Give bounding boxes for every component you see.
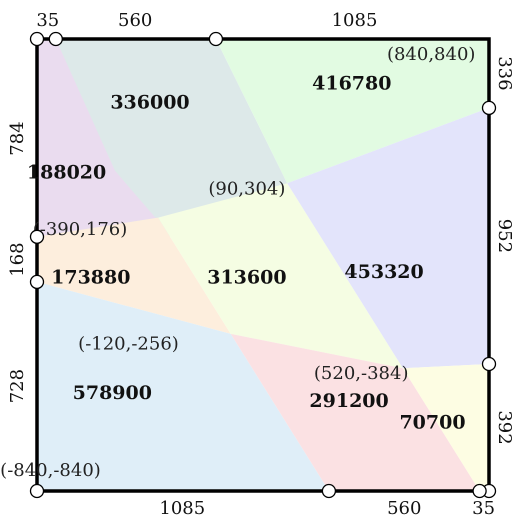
region-bottom-left (37, 281, 329, 491)
right-edge-length-label: 952 (494, 219, 515, 253)
region-value-label: 416780 (312, 73, 391, 95)
coordinate-labels-layer: (840,840) (90,304) (-390,176) (-120,-256) (5… (0, 44, 475, 481)
boundary-vertex-marker (208, 31, 224, 47)
region-right-mid (287, 107, 489, 369)
region-value-label: 453320 (344, 261, 423, 283)
edge-length-labels-layer: 35 560 1085 1085 560 35 784 168 728 336 952 392 (7, 10, 515, 519)
region-left-mid (37, 217, 231, 334)
region-value-label: 173880 (51, 267, 130, 289)
bottom-edge-length-label: 1085 (159, 498, 205, 519)
coordinate-label: (90,304) (208, 179, 285, 200)
top-edge-length-label: 35 (36, 10, 59, 31)
region-value-label: 336000 (110, 92, 189, 114)
boundary-vertex-marker (29, 483, 45, 499)
left-edge-length-label: 728 (7, 369, 28, 403)
vertex-markers-layer (29, 31, 497, 499)
region-value-label: 70700 (399, 412, 465, 434)
square-frame (35, 37, 491, 493)
boundary-vertex-marker (481, 100, 497, 116)
region-value-label: 313600 (207, 267, 286, 289)
boundary-vertex-marker (29, 274, 45, 290)
boundary-vertex-marker (321, 483, 337, 499)
boundary-vertex-marker (481, 356, 497, 372)
top-edge-length-label: 1085 (332, 10, 378, 31)
right-edge-length-label: 336 (494, 56, 515, 90)
region-left-top (37, 39, 159, 237)
region-top-right (215, 39, 489, 184)
coordinate-label: (840,840) (387, 44, 475, 65)
region-bottom-mid (230, 333, 480, 491)
boundary-vertex-marker (29, 31, 45, 47)
square-border (35, 37, 491, 493)
region-value-label: 188020 (27, 162, 106, 184)
boundary-vertex-marker (29, 229, 45, 244)
bottom-edge-length-label: 560 (387, 498, 421, 519)
coordinate-label: (-840,-840) (0, 460, 101, 481)
right-edge-length-label: 392 (494, 410, 515, 444)
region-center (158, 183, 403, 369)
coordinate-label: (-390,176) (33, 219, 128, 240)
coordinate-label: (520,-384) (314, 363, 409, 384)
boundary-vertex-marker (48, 31, 63, 47)
left-edge-length-label: 784 (7, 121, 28, 155)
left-edge-length-label: 168 (7, 242, 28, 276)
region-bottom-right (402, 364, 489, 491)
coordinate-label: (-120,-256) (78, 333, 179, 354)
regions-layer (37, 39, 489, 491)
top-edge-length-label: 560 (118, 10, 152, 31)
region-value-label: 291200 (309, 390, 388, 412)
region-value-label: 578900 (73, 382, 152, 404)
bottom-edge-length-label: 35 (472, 498, 495, 519)
region-labels-layer: 336000 416780 188020 173880 313600 453320 5789… (27, 73, 466, 434)
boundary-vertex-marker (472, 483, 487, 499)
